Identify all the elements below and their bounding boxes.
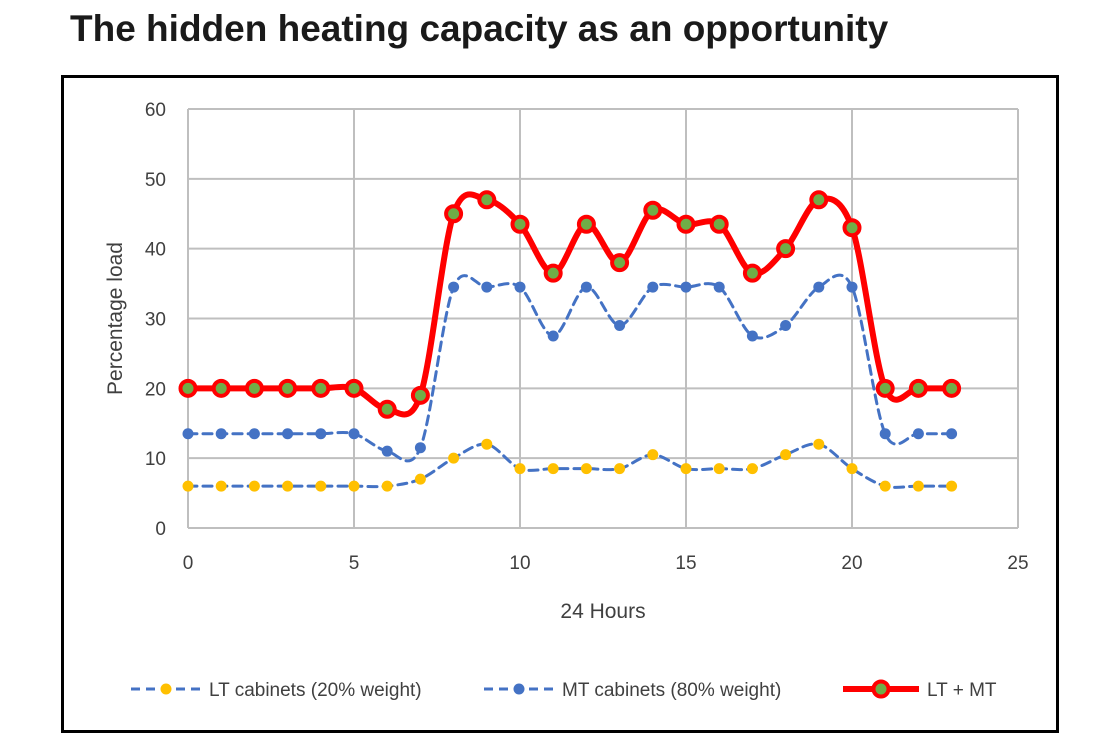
data-point [248,428,260,440]
data-point [879,428,891,440]
data-point [614,319,626,331]
data-point [709,214,729,234]
data-point [908,378,928,398]
data-point [381,445,393,457]
y-tick-label: 10 [145,449,166,470]
legend-label: LT cabinets (20% weight) [209,680,422,701]
data-point [477,190,497,210]
data-point [942,378,962,398]
x-tick-label: 15 [675,553,696,574]
data-point [647,281,659,293]
series-line-0 [186,442,954,489]
data-point [813,438,825,450]
data-point [780,319,792,331]
legend-label: LT + MT [927,680,997,701]
data-point [182,428,194,440]
data-point [414,473,426,485]
x-tick-label: 25 [1007,553,1028,574]
data-point [211,378,231,398]
data-point [780,449,792,461]
data-point [547,463,559,475]
y-tick-label: 40 [145,240,166,261]
x-tick-label: 20 [841,553,862,574]
data-point [680,281,692,293]
data-point [576,214,596,234]
data-point [215,480,227,492]
data-point [543,263,563,283]
data-point [842,218,862,238]
legend-marker [513,683,525,695]
data-point [282,428,294,440]
data-point [580,463,592,475]
data-point [946,480,958,492]
data-point [846,463,858,475]
data-point [410,385,430,405]
data-point [746,463,758,475]
data-point [278,378,298,398]
y-axis-label: Percentage load [104,242,127,395]
data-point [377,399,397,419]
data-point [215,428,227,440]
legend-marker [871,679,891,699]
data-point [381,480,393,492]
data-point [444,204,464,224]
data-point [713,463,725,475]
data-point [580,281,592,293]
data-point [742,263,762,283]
data-point [448,452,460,464]
data-point [813,281,825,293]
series-line-1 [186,273,954,463]
data-point [348,428,360,440]
data-point [547,330,559,342]
data-point [514,463,526,475]
data-point [178,378,198,398]
data-point [676,214,696,234]
legend-label: MT cabinets (80% weight) [562,680,781,701]
data-point [746,330,758,342]
data-point [912,428,924,440]
data-point [315,480,327,492]
data-point [481,281,493,293]
x-tick-label: 0 [183,553,194,574]
x-tick-label: 5 [349,553,360,574]
x-tick-label: 10 [509,553,530,574]
data-point [946,428,958,440]
data-point [614,463,626,475]
y-tick-label: 30 [145,310,166,331]
chart-frame: 0 10 20 30 40 50 60 0 5 10 15 20 25 24 Hours Percentag… [61,75,1059,733]
y-tick-label: 60 [145,100,166,121]
y-tick-label: 0 [155,519,166,540]
data-point [776,239,796,259]
data-point [912,480,924,492]
x-axis-label: 24 Hours [560,600,645,623]
data-point [510,214,530,234]
y-tick-label: 20 [145,379,166,400]
data-point [448,281,460,293]
data-point [344,378,364,398]
chart-title: The hidden heating capacity as an opport… [70,8,889,49]
data-point [481,438,493,450]
data-point [879,480,891,492]
data-point [846,281,858,293]
data-point [348,480,360,492]
data-point [514,281,526,293]
data-point [809,190,829,210]
data-point [647,449,659,461]
data-point [244,378,264,398]
data-point [875,378,895,398]
data-point [315,428,327,440]
legend-marker [160,683,172,695]
data-point [282,480,294,492]
data-point [643,200,663,220]
data-point [248,480,260,492]
line-chart: 0 10 20 30 40 50 60 0 5 10 15 20 25 24 Hours Percentag… [104,100,1029,701]
series-line-2 [185,191,955,418]
data-point [311,378,331,398]
data-point [680,463,692,475]
data-point [414,442,426,454]
data-point [182,480,194,492]
data-point [713,281,725,293]
data-point [610,253,630,273]
y-tick-label: 50 [145,170,166,191]
